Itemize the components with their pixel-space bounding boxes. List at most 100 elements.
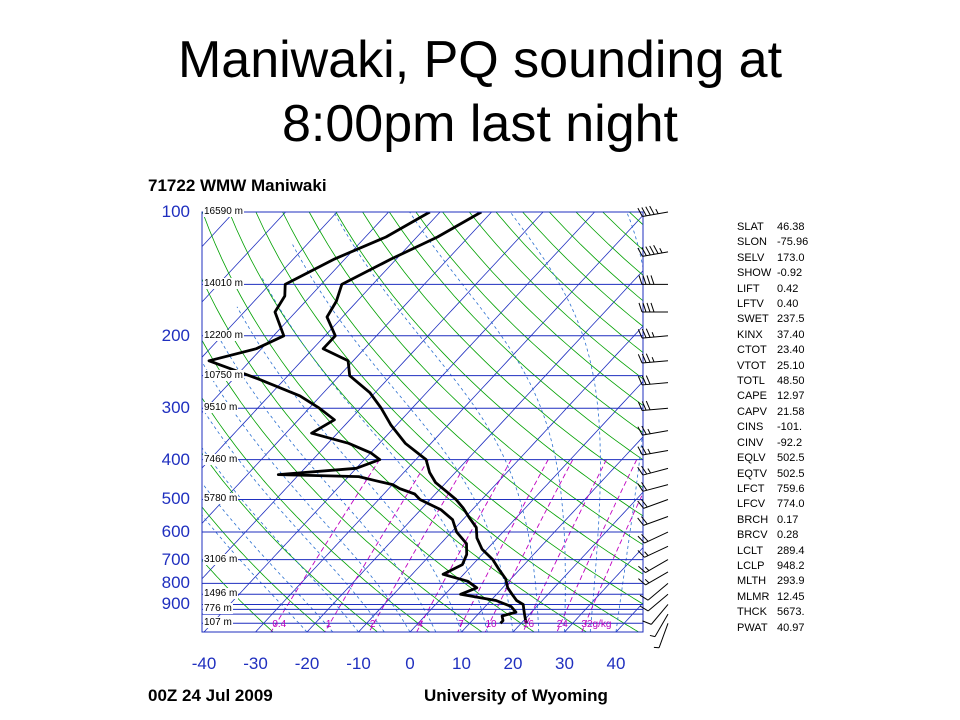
index-name: SWET: [737, 313, 769, 326]
dewpoint-profile: [207, 212, 518, 625]
pressure-tick-label: 600: [161, 522, 190, 542]
wind-barb: [639, 593, 669, 612]
wind-barb: [637, 205, 669, 218]
index-row: EQTV 502.5: [737, 467, 837, 482]
isotherm-line: [202, 212, 389, 414]
temperature-tick-label: 20: [503, 654, 523, 673]
wind-barb: [637, 516, 669, 526]
pressure-tick-label: 900: [161, 594, 190, 614]
pressure-tick-label: 300: [161, 398, 190, 418]
wind-barb: [637, 328, 669, 339]
dry-adiabat-line: [335, 212, 643, 517]
moist-adiabat-line: [292, 244, 514, 632]
isotherm-line: [512, 491, 643, 632]
index-name: BRCH: [737, 513, 769, 526]
wind-barb: [649, 613, 669, 638]
mixing-ratio-label: 1: [325, 619, 332, 631]
index-name: LCLP: [737, 559, 765, 572]
pressure-tick-label: 100: [161, 202, 190, 221]
dry-adiabat-line: [228, 212, 639, 632]
index-row: LFCT 759.6: [737, 482, 837, 497]
index-name: EQLV: [737, 452, 766, 465]
index-name: LFCT: [737, 482, 765, 495]
index-value: 12.97: [777, 390, 805, 403]
index-value: 0.40: [777, 298, 799, 311]
temperature-tick-label: -40: [191, 654, 217, 673]
height-label: 107 m: [203, 617, 233, 629]
wind-barb: [637, 375, 669, 386]
height-label: 14010 m: [203, 278, 244, 290]
mixing-ratio-label: 0.4: [272, 619, 287, 631]
slide-title-line2: 8:00pm last night: [281, 95, 679, 153]
wind-barb: [638, 275, 668, 285]
wind-barb: [642, 604, 669, 625]
mixing-ratio-line: [270, 459, 380, 632]
index-name: EQTV: [737, 467, 767, 480]
dry-adiabat-line: [282, 212, 643, 575]
mixing-ratio-line: [556, 459, 638, 632]
index-row: LCLT 289.4: [737, 544, 837, 559]
pressure-tick-label: 800: [161, 573, 190, 593]
wind-barb: [637, 545, 669, 558]
mixing-ratio-label: 7: [458, 619, 464, 631]
skew-t-plot: [201, 205, 669, 649]
index-value: 173.0: [777, 251, 805, 264]
index-row: THCK 5673.: [737, 605, 837, 620]
wind-barb: [637, 531, 669, 544]
mixing-ratio-line: [324, 459, 429, 632]
index-name: SLAT: [737, 221, 764, 233]
chart-source: University of Wyoming: [424, 686, 608, 705]
isotherm-line: [202, 212, 441, 469]
moist-adiabat-line: [202, 407, 385, 632]
mixing-ratio-line: [416, 459, 512, 632]
temperature-tick-label: -20: [294, 654, 320, 673]
index-name: BRCV: [737, 529, 768, 542]
skew-t-figure: 71722 WMW Maniwaki 100 200 300 400 500 600 700…: [136, 170, 836, 715]
index-name: PWAT: [737, 621, 768, 634]
index-value: 293.9: [777, 575, 805, 588]
index-row: BRCH 0.17: [737, 513, 837, 528]
index-value: 21.58: [777, 405, 805, 418]
index-value: -75.96: [777, 236, 809, 249]
index-value: -92.2: [777, 436, 803, 449]
dry-adiabat-line: [202, 212, 587, 632]
moist-adiabat-line: [202, 361, 411, 632]
index-value: 0.28: [777, 529, 799, 542]
pressure-tick-label: 200: [161, 325, 190, 345]
height-label: 16590 m: [203, 206, 244, 217]
moist-adiabat-line: [333, 212, 540, 632]
wind-barb: [639, 583, 669, 601]
height-label: 5780 m: [203, 493, 239, 505]
index-row: CTOT 23.40: [737, 343, 837, 358]
isotherm-line: [461, 436, 643, 632]
index-row: MLTH 293.9: [737, 574, 837, 589]
height-label: 1496 m: [203, 588, 239, 600]
index-value: 0.17: [777, 513, 799, 526]
index-value: 23.40: [777, 344, 805, 357]
slide-title-line1: Maniwaki, PQ sounding at: [177, 31, 783, 89]
mixing-ratio-line: [522, 459, 607, 632]
index-row: LIFT 0.42: [737, 282, 837, 297]
index-row: LFTV 0.40: [737, 297, 837, 312]
index-name: KINX: [737, 328, 763, 341]
index-value: 759.6: [777, 482, 805, 495]
dry-adiabat-line: [202, 339, 483, 632]
moist-adiabat-line: [615, 212, 643, 632]
wind-barbs: [637, 205, 669, 649]
dry-adiabat-line: [415, 212, 643, 433]
index-name: THCK: [737, 606, 767, 619]
temperature-tick-label: 0: [405, 654, 415, 673]
temperature-tick-label: 30: [555, 654, 574, 673]
index-name: MLTH: [737, 575, 767, 588]
index-row: SLAT 46.38: [737, 220, 837, 235]
dry-adiabat-line: [362, 212, 643, 489]
index-row: LFCV 774.0: [737, 497, 837, 512]
index-row: CINV -92.2: [737, 436, 837, 451]
temperature-tick-label: 40: [606, 654, 626, 673]
index-value: 948.2: [777, 559, 805, 572]
index-row: CINS -101.: [737, 420, 837, 435]
mixing-ratio-label: 24: [556, 619, 568, 631]
temperature-profile: [321, 212, 528, 624]
mixing-ratio-line: [368, 459, 469, 632]
index-value: -101.: [777, 421, 803, 434]
